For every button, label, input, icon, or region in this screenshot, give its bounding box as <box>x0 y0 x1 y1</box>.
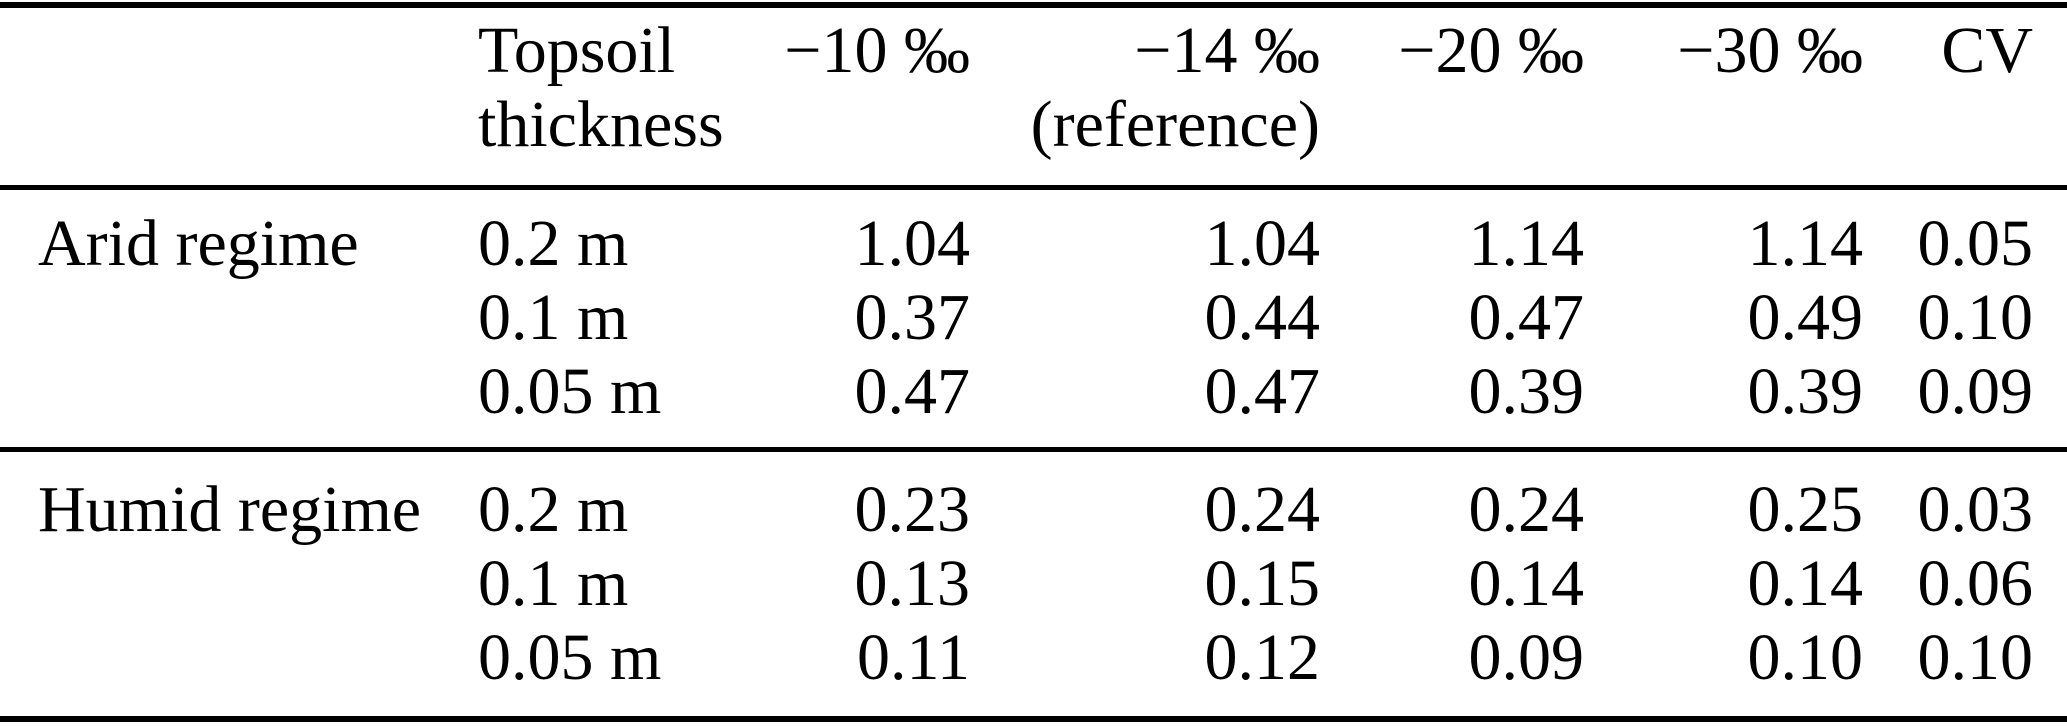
section-arid-regime: Arid regime 0.2 m 1.04 1.04 1.14 1.14 0.… <box>0 207 2033 429</box>
value-cell: 1.04 <box>1204 207 1321 280</box>
value-cell: 0.44 <box>1204 281 1321 354</box>
thickness-cell: 0.05 m <box>478 621 662 694</box>
section-humid-regime: Humid regime 0.2 m 0.23 0.24 0.24 0.25 0… <box>0 473 2033 695</box>
table-top-rule <box>0 2 2067 8</box>
value-cell: 0.15 <box>1204 547 1321 620</box>
value-cell: 0.10 <box>1917 281 2034 354</box>
table-bottom-rule <box>0 716 2067 722</box>
header-minus10-label: −10 ‰ <box>784 14 970 87</box>
section-label-spacer <box>0 621 460 695</box>
value-cell: 0.06 <box>1917 547 2034 620</box>
header-cell-empty <box>0 14 460 162</box>
section-label-spacer <box>0 547 460 621</box>
value-cell: 0.25 <box>1747 473 1864 546</box>
value-cell: 1.04 <box>854 207 971 280</box>
thickness-cell: 0.2 m <box>478 473 629 546</box>
section-label-spacer <box>0 281 460 355</box>
value-cell: 0.12 <box>1204 621 1321 694</box>
value-cell: 0.47 <box>1468 281 1585 354</box>
header-reference-label: (reference) <box>1030 88 1320 161</box>
value-cell: 0.05 <box>1917 207 2034 280</box>
value-cell: 0.23 <box>854 473 971 546</box>
value-cell: 0.14 <box>1468 547 1585 620</box>
thickness-cell: 0.1 m <box>478 281 629 354</box>
header-cell-cv: CV <box>1863 14 2033 162</box>
value-cell: 0.14 <box>1747 547 1864 620</box>
thickness-cell: 0.1 m <box>478 547 629 620</box>
table-section-rule <box>0 447 2067 452</box>
value-cell: 0.09 <box>1917 355 2034 428</box>
section-label-spacer <box>0 355 460 429</box>
value-cell: 0.49 <box>1747 281 1864 354</box>
header-minus14-label: −14 ‰ <box>1134 14 1320 87</box>
value-cell: 0.10 <box>1747 621 1864 694</box>
table-header-row: Topsoil thickness −10 ‰ −14 ‰ (reference… <box>0 14 2033 162</box>
value-cell: 1.14 <box>1468 207 1585 280</box>
header-cell-topsoil-thickness: Topsoil thickness <box>460 14 770 162</box>
header-topsoil-line2: thickness <box>478 88 724 161</box>
value-cell: 0.09 <box>1468 621 1585 694</box>
value-cell: 0.39 <box>1468 355 1585 428</box>
value-cell: 0.37 <box>854 281 971 354</box>
header-topsoil-line1: Topsoil <box>478 14 676 87</box>
section-label-arid: Arid regime <box>38 207 359 280</box>
table-header-rule <box>0 185 2067 190</box>
value-cell: 0.11 <box>856 621 970 694</box>
section-label-humid: Humid regime <box>38 473 422 546</box>
header-cell-minus20: −20 ‰ <box>1320 14 1584 162</box>
header-minus20-label: −20 ‰ <box>1398 14 1584 87</box>
header-cell-minus30: −30 ‰ <box>1584 14 1863 162</box>
value-cell: 0.13 <box>854 547 971 620</box>
value-cell: 0.24 <box>1468 473 1585 546</box>
thickness-cell: 0.05 m <box>478 355 662 428</box>
header-minus30-label: −30 ‰ <box>1677 14 1863 87</box>
header-cell-minus10: −10 ‰ <box>770 14 970 162</box>
value-cell: 1.14 <box>1747 207 1864 280</box>
value-cell: 0.10 <box>1917 621 2034 694</box>
value-cell: 0.47 <box>854 355 971 428</box>
value-cell: 0.39 <box>1747 355 1864 428</box>
thickness-cell: 0.2 m <box>478 207 629 280</box>
value-cell: 0.24 <box>1204 473 1321 546</box>
value-cell: 0.03 <box>1917 473 2034 546</box>
header-cell-minus14-reference: −14 ‰ (reference) <box>970 14 1320 162</box>
header-cv-label: CV <box>1941 14 2033 87</box>
value-cell: 0.47 <box>1204 355 1321 428</box>
